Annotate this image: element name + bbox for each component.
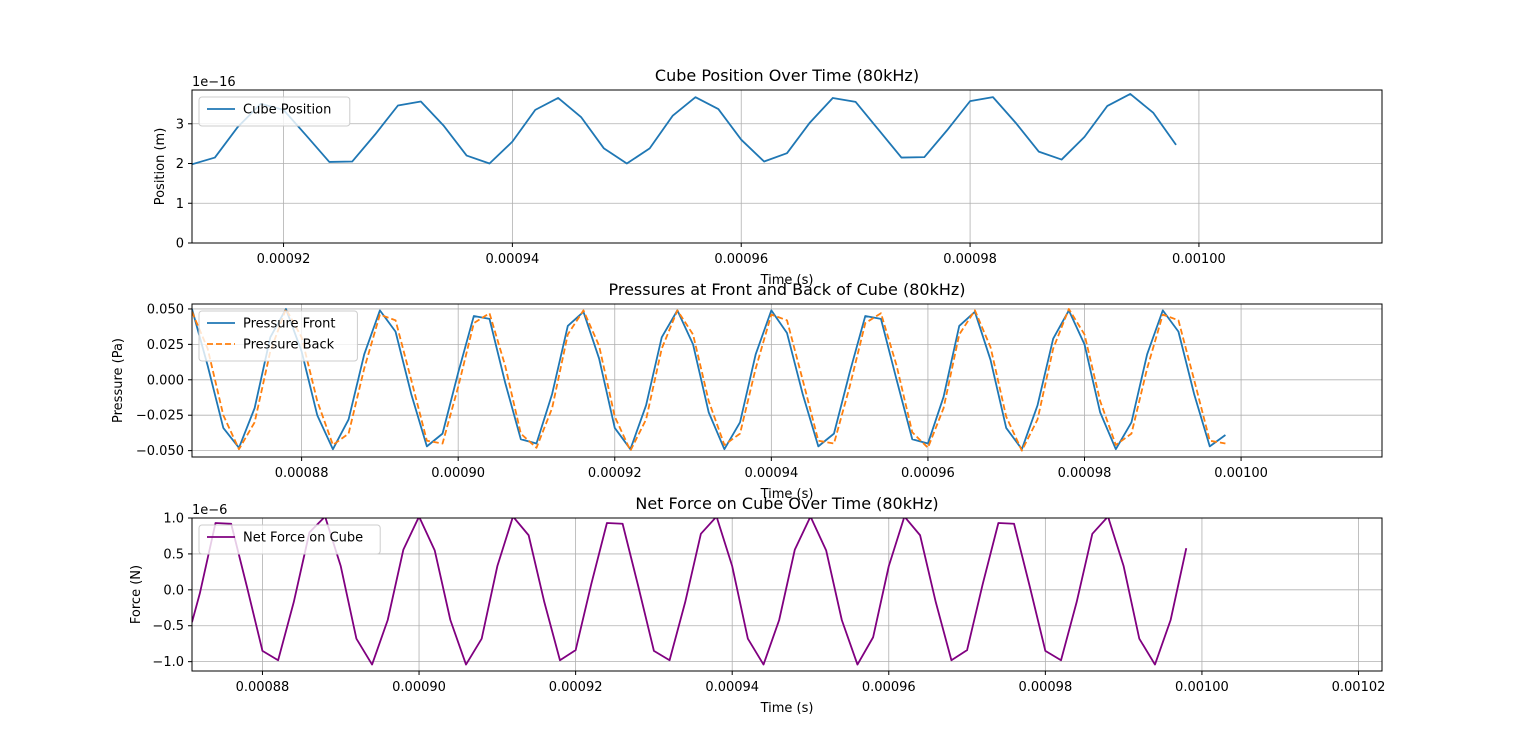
legend-label: Pressure Back	[243, 338, 335, 353]
x-tick-label: 0.00088	[275, 466, 329, 481]
y-axis-label: Position (m)	[153, 128, 168, 206]
x-tick-label: 0.00096	[862, 680, 916, 695]
y-axis-label: Force (N)	[129, 565, 144, 624]
x-axis-label: Time (s)	[760, 487, 814, 502]
legend-label: Cube Position	[243, 103, 331, 118]
x-tick-label: 0.00094	[486, 252, 540, 267]
y-tick-label: −0.5	[152, 619, 184, 634]
x-tick-label: 0.00092	[549, 680, 603, 695]
subplot-3: 0.00088 0.00090 0.00092 0.00094 0.00096 0.000…	[129, 494, 1385, 716]
series-line-pressure-back	[192, 308, 1226, 452]
x-tick-label: 0.00090	[392, 680, 446, 695]
y-tick-label: −1.0	[152, 655, 184, 670]
x-tick-label: 0.00098	[943, 252, 997, 267]
x-tick-label: 0.00094	[705, 680, 759, 695]
chart-title: Net Force on Cube Over Time (80kHz)	[635, 494, 938, 513]
series-line-cube-position	[192, 93, 1177, 166]
subplot-2: 0.00088 0.00090 0.00092 0.00094 0.00096 0.000…	[111, 280, 1383, 502]
axes-frame	[191, 89, 1383, 244]
legend-label: Net Force on Cube	[243, 531, 363, 546]
y-tick-label: 0.025	[147, 338, 184, 353]
y-offset-text: 1e−6	[192, 503, 227, 518]
x-tick-label: 0.00100	[1175, 680, 1229, 695]
x-tick-label: 0.00098	[1018, 680, 1072, 695]
x-axis-label: Time (s)	[760, 701, 814, 716]
y-tick-label: −0.025	[136, 409, 184, 424]
series-line-pressure-front	[192, 308, 1226, 451]
chart-title: Pressures at Front and Back of Cube (80k…	[608, 280, 965, 299]
x-tick-label: 0.00102	[1332, 680, 1386, 695]
legend: Pressure Front Pressure Back	[198, 310, 358, 362]
x-tick-label: 0.00096	[714, 252, 768, 267]
x-tick-label: 0.00092	[257, 252, 311, 267]
y-tick-label: 0.5	[163, 547, 184, 562]
legend-label: Pressure Front	[243, 317, 336, 332]
x-tick-label: 0.00092	[588, 466, 642, 481]
legend-box	[198, 96, 351, 127]
legend: Cube Position	[198, 96, 351, 127]
series-line-net-force-on-cube	[192, 518, 1188, 666]
y-tick-label: 1.0	[163, 512, 184, 527]
axes-frame	[191, 303, 1383, 458]
x-tick-label: 0.00096	[901, 466, 955, 481]
y-tick-label: −0.050	[136, 444, 184, 459]
x-tick-label: 0.00088	[236, 680, 290, 695]
legend-box	[198, 310, 358, 362]
y-tick-label: 0.050	[147, 302, 184, 317]
chart-title: Cube Position Over Time (80kHz)	[655, 66, 919, 85]
axes-frame	[191, 517, 1383, 672]
legend-box	[198, 524, 381, 555]
x-tick-label: 0.00098	[1058, 466, 1112, 481]
y-tick-label: 0	[176, 237, 184, 252]
y-offset-text: 1e−16	[192, 75, 236, 90]
x-axis-label: Time (s)	[760, 273, 814, 288]
x-tick-label: 0.00100	[1214, 466, 1268, 481]
y-tick-label: 0.0	[163, 583, 184, 598]
y-axis-label: Pressure (Pa)	[111, 338, 126, 423]
y-tick-label: 2	[176, 157, 184, 172]
y-tick-label: 0.000	[147, 373, 184, 388]
x-tick-label: 0.00090	[431, 466, 485, 481]
subplot-1: 0.00092 0.00094 0.00096 0.00098 0.00100 0 1 2 3 C…	[153, 66, 1383, 288]
x-tick-label: 0.00100	[1172, 252, 1226, 267]
legend: Net Force on Cube	[198, 524, 381, 555]
y-tick-label: 3	[176, 117, 184, 132]
y-tick-label: 1	[176, 197, 184, 212]
x-tick-label: 0.00094	[744, 466, 798, 481]
